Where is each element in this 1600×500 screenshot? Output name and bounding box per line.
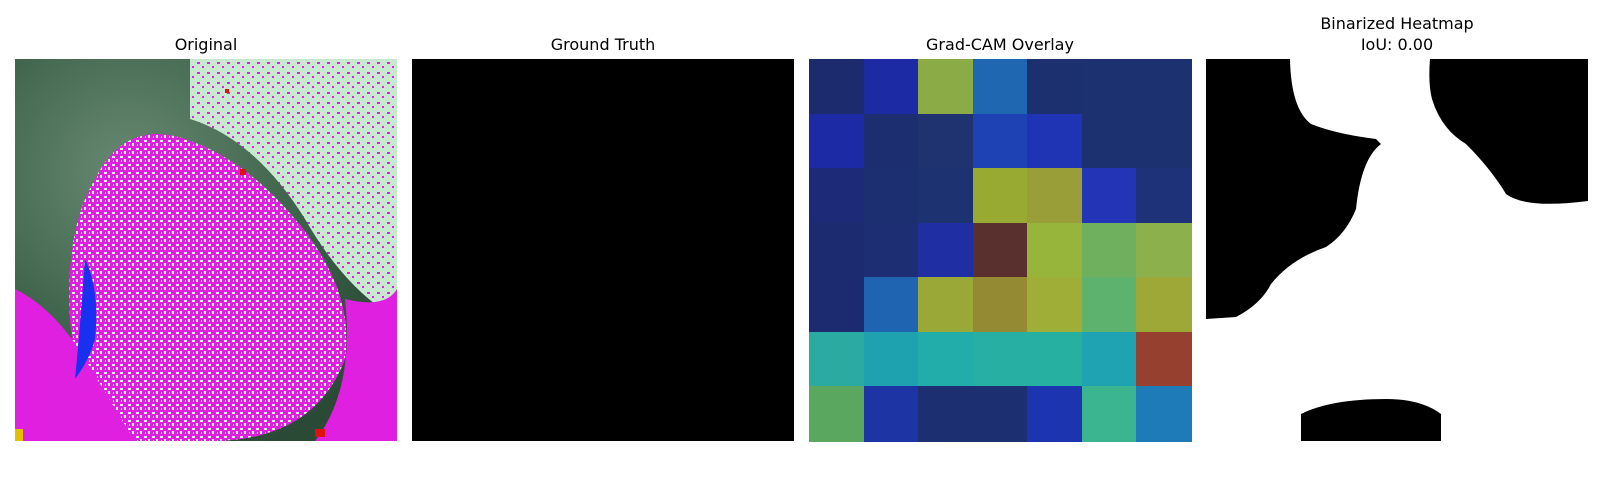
gradcam-cell bbox=[863, 277, 920, 334]
original-image bbox=[15, 59, 397, 441]
gradcam-cell bbox=[918, 386, 975, 443]
gradcam-cell bbox=[972, 277, 1029, 334]
gradcam-cell bbox=[1136, 113, 1193, 170]
gradcam-cell bbox=[1136, 331, 1193, 388]
gradcam-cell bbox=[863, 222, 920, 279]
gradcam-cell bbox=[1081, 222, 1138, 279]
gradcam-cell bbox=[809, 386, 865, 443]
panel-title-gradcam: Grad-CAM Overlay bbox=[926, 35, 1074, 54]
gradcam-cell bbox=[918, 59, 975, 115]
panel-title-original: Original bbox=[174, 35, 238, 54]
gradcam-cell bbox=[972, 386, 1029, 443]
gradcam-cell bbox=[1027, 386, 1084, 443]
gradcam-cell bbox=[863, 113, 920, 170]
gradcam-cell bbox=[1027, 59, 1084, 115]
gradcam-cell bbox=[972, 222, 1029, 279]
gradcam-cell bbox=[1027, 168, 1084, 225]
gradcam-cell bbox=[809, 277, 865, 334]
panel-title-binarized: Binarized Heatmap IoU: 0.00 bbox=[1320, 14, 1474, 54]
gradcam-cell bbox=[1081, 277, 1138, 334]
gradcam-cell bbox=[1081, 386, 1138, 443]
gradcam-cell bbox=[1136, 59, 1193, 115]
gradcam-cell bbox=[1027, 277, 1084, 334]
ground-truth-mask bbox=[412, 59, 794, 441]
gradcam-cell bbox=[1081, 168, 1138, 225]
gradcam-cell bbox=[972, 168, 1029, 225]
gradcam-cell bbox=[1136, 386, 1193, 443]
gradcam-overlay bbox=[809, 59, 1193, 443]
gradcam-cell bbox=[972, 331, 1029, 388]
gradcam-cell bbox=[863, 331, 920, 388]
gradcam-cell bbox=[809, 331, 865, 388]
gradcam-cell bbox=[918, 331, 975, 388]
gradcam-cell bbox=[1136, 168, 1193, 225]
binarized-heatmap-graphic bbox=[1206, 59, 1588, 441]
gradcam-cell bbox=[918, 113, 975, 170]
gradcam-cell bbox=[809, 168, 865, 225]
gradcam-cell bbox=[1081, 59, 1138, 115]
gradcam-cell bbox=[1081, 113, 1138, 170]
gradcam-cell bbox=[1136, 277, 1193, 334]
gradcam-cell bbox=[1027, 331, 1084, 388]
gradcam-cell bbox=[809, 222, 865, 279]
binarized-heatmap bbox=[1206, 59, 1588, 441]
gradcam-cell bbox=[863, 59, 920, 115]
gradcam-cell bbox=[972, 113, 1029, 170]
original-image-graphic bbox=[15, 59, 397, 441]
gradcam-cell bbox=[918, 222, 975, 279]
gradcam-cell bbox=[1027, 222, 1084, 279]
gradcam-cell bbox=[918, 168, 975, 225]
gradcam-cell bbox=[1136, 222, 1193, 279]
gradcam-cell bbox=[863, 168, 920, 225]
panel-title-ground-truth: Ground Truth bbox=[550, 35, 656, 54]
gradcam-cell bbox=[972, 59, 1029, 115]
gradcam-cell bbox=[809, 59, 865, 115]
gradcam-cell bbox=[1081, 331, 1138, 388]
gradcam-cell bbox=[863, 386, 920, 443]
gradcam-cell bbox=[809, 113, 865, 170]
gradcam-cell bbox=[1027, 113, 1084, 170]
gradcam-cell bbox=[918, 277, 975, 334]
